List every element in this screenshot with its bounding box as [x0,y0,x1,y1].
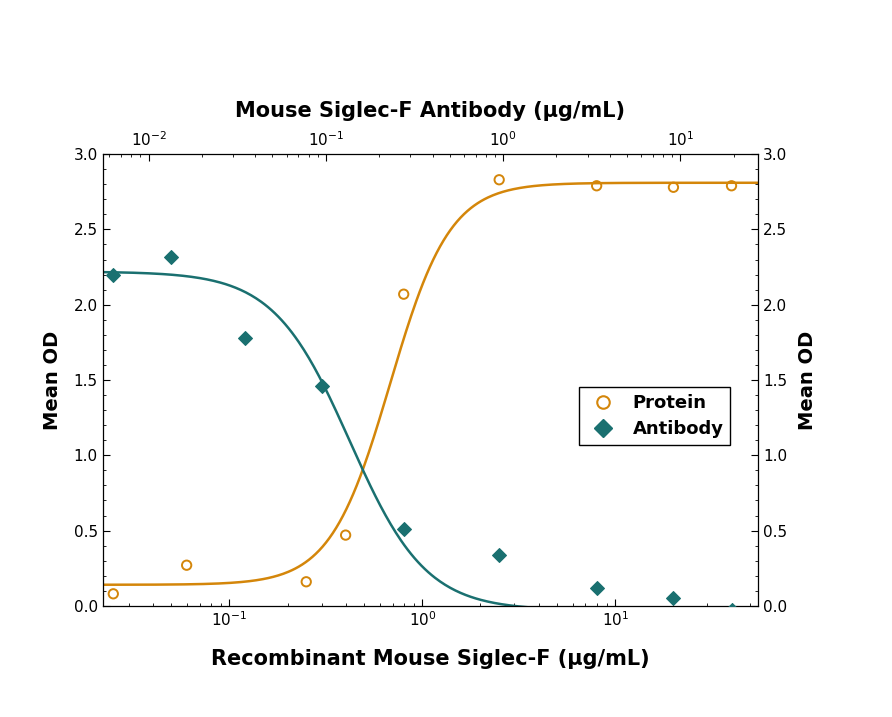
Point [338,529,352,541]
Point [299,576,313,587]
Y-axis label: Mean OD: Mean OD [798,331,817,429]
Point [666,181,681,193]
X-axis label: Recombinant Mouse Siglec-F (μg/mL): Recombinant Mouse Siglec-F (μg/mL) [211,649,649,669]
Legend: Protein, Antibody: Protein, Antibody [579,387,731,445]
Point [492,549,507,561]
Point [179,559,194,571]
Y-axis label: Mean OD: Mean OD [44,331,62,429]
Point [397,288,411,300]
Point [590,582,604,594]
Point [724,180,739,191]
Point [314,380,328,391]
X-axis label: Mouse Siglec-F Antibody (μg/mL): Mouse Siglec-F Antibody (μg/mL) [235,100,625,120]
Point [106,588,120,599]
Point [492,174,507,186]
Point [164,251,178,262]
Point [237,332,252,343]
Point [590,180,604,191]
Point [666,592,681,604]
Point [106,269,120,280]
Point [724,604,739,616]
Point [397,523,411,535]
